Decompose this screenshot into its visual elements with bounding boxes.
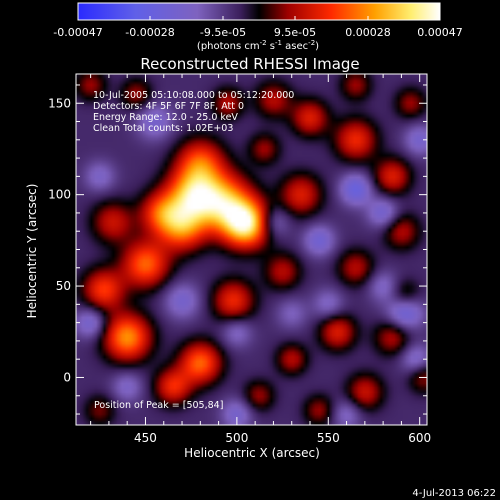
colorbar-units: (photons cm-2 s-1 asec-2) [197, 39, 319, 52]
x-tick-label: 550 [317, 431, 340, 445]
footer-timestamp: 4-Jul-2013 06:22 [412, 488, 496, 499]
x-tick-label: 500 [225, 431, 248, 445]
annotation-time-range: 10-Jul-2005 05:10:08.000 to 05:12:20.000 [93, 90, 294, 101]
x-tick-label: 600 [408, 431, 431, 445]
units-part: asec [282, 41, 308, 52]
y-tick-label: 100 [48, 188, 71, 202]
y-tick-label: 150 [48, 96, 71, 110]
colorbar-tick-label: 0.00047 [417, 26, 463, 39]
annotation-clean-counts: Clean Total counts: 1.02E+03 [93, 123, 233, 134]
units-part: ) [315, 41, 319, 52]
units-part: s [267, 41, 275, 52]
annotation-energy-range: Energy Range: 12.0 - 25.0 keV [93, 112, 238, 123]
y-tick-label: 0 [63, 370, 71, 384]
units-sup: -2 [260, 39, 267, 47]
x-axis-label: Heliocentric X (arcsec) [184, 446, 320, 460]
y-tick-label: 50 [56, 279, 71, 293]
heatmap-raster [76, 74, 427, 425]
colorbar-tick-label: 9.5e-05 [274, 26, 316, 39]
units-sup: -2 [308, 39, 315, 47]
heatmap-image [76, 74, 427, 425]
chart-title: Reconstructed RHESSI Image [140, 55, 359, 73]
axes: 450 500 550 600 0 50 100 150 [48, 74, 431, 445]
colorbar-tick-label: -0.00047 [53, 26, 102, 39]
x-tick-label: 450 [134, 431, 157, 445]
colorbar-tick-label: 0.00028 [345, 26, 391, 39]
units-sup: -1 [275, 39, 282, 47]
y-axis-label: Heliocentric Y (arcsec) [25, 184, 39, 319]
colorbar-ticks [77, 16, 441, 20]
annotation-detectors: Detectors: 4F 5F 6F 7F 8F, Att 0 [93, 101, 244, 112]
colorbar-tick-label: -0.00028 [125, 26, 174, 39]
units-part: (photons cm [197, 41, 260, 52]
colorbar-tick-label: -9.5e-05 [200, 26, 246, 39]
colorbar [77, 2, 441, 21]
peak-position-label: Position of Peak = [505,84] [94, 400, 223, 411]
